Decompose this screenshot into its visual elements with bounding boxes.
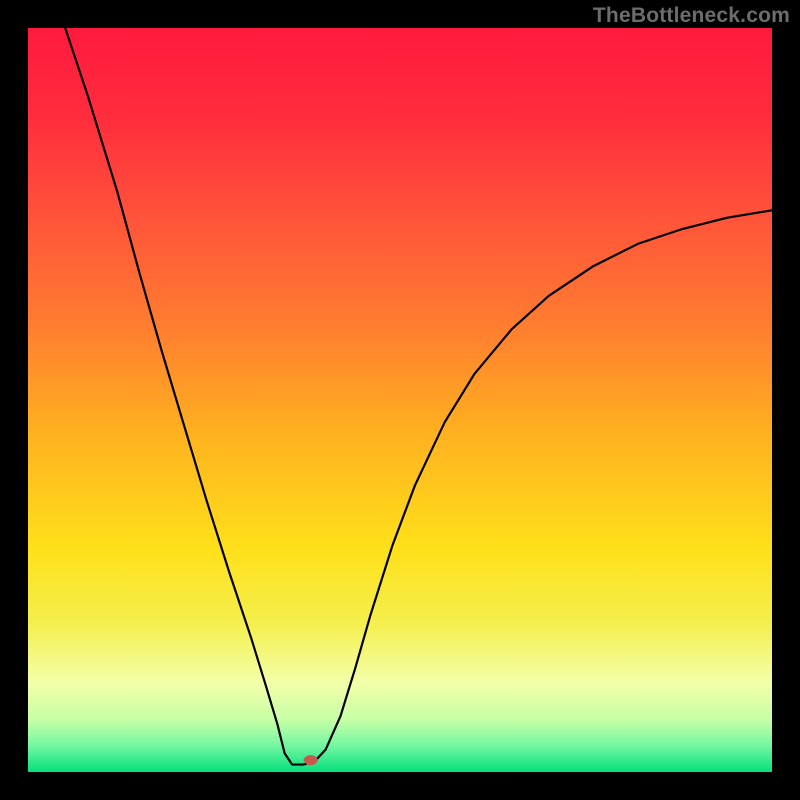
chart-svg: [0, 0, 800, 800]
watermark-text: TheBottleneck.com: [593, 4, 790, 28]
plot-background: [28, 28, 772, 772]
optimal-point-marker: [304, 755, 318, 765]
bottleneck-chart: TheBottleneck.com: [0, 0, 800, 800]
